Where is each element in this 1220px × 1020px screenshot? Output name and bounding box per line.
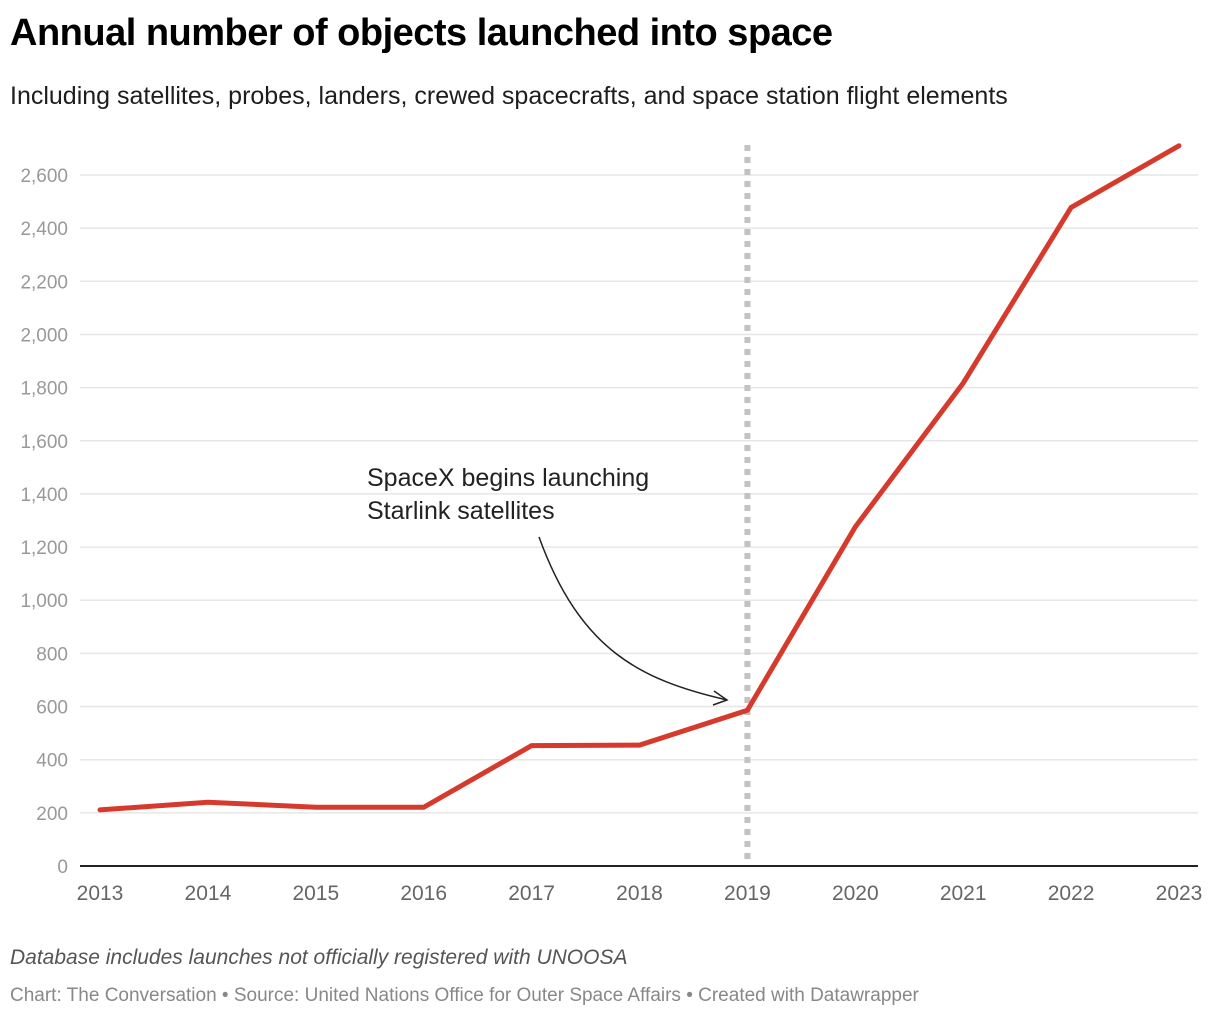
annotation-arrowhead	[712, 690, 729, 706]
y-tick-label: 2,600	[20, 166, 68, 187]
chart-note: Database includes launches not officiall…	[10, 946, 628, 969]
y-tick-label: 1,800	[20, 379, 68, 400]
x-tick-label: 2016	[400, 882, 447, 905]
x-axis-ticks: 2013 2014 2015 2016 2017 2018 2019 2020 2021 2022…	[77, 882, 1203, 905]
y-tick-label: 2,200	[20, 272, 68, 293]
y-tick-label: 1,400	[20, 485, 68, 506]
annotation-group: SpaceX begins launching Starlink satelli…	[367, 464, 729, 706]
chart-source: Chart: The Conversation • Source: United…	[10, 985, 919, 1006]
annotation-line-1: SpaceX begins launching	[367, 464, 649, 492]
x-tick-label: 2023	[1156, 882, 1203, 905]
y-tick-label: 400	[36, 751, 68, 772]
y-tick-label: 1,200	[20, 538, 68, 559]
y-tick-label: 0	[57, 857, 68, 878]
y-tick-label: 1,000	[20, 591, 68, 612]
series-group	[97, 143, 1182, 813]
x-tick-label: 2019	[724, 882, 771, 905]
y-tick-label: 2,000	[20, 325, 68, 346]
gridlines	[80, 174, 1198, 814]
x-tick-label: 2021	[940, 882, 987, 905]
x-tick-label: 2015	[292, 882, 339, 905]
y-tick-label: 800	[36, 644, 68, 665]
y-axis-ticks: 0 200 400 600 800 1,000 1,200 1,400 1,600 1,800 2,…	[20, 166, 68, 878]
y-tick-label: 600	[36, 698, 68, 719]
y-tick-label: 1,600	[20, 432, 68, 453]
y-tick-label: 2,400	[20, 219, 68, 240]
annotation-arrow	[538, 536, 728, 701]
chart-title: Annual number of objects launched into s…	[10, 12, 833, 54]
x-tick-label: 2013	[77, 882, 124, 905]
x-tick-label: 2022	[1048, 882, 1095, 905]
y-tick-label: 200	[36, 804, 68, 825]
x-tick-label: 2014	[185, 882, 232, 905]
x-tick-label: 2017	[508, 882, 555, 905]
chart-subtitle: Including satellites, probes, landers, c…	[10, 82, 1008, 110]
x-tick-label: 2018	[616, 882, 663, 905]
x-tick-label: 2020	[832, 882, 879, 905]
annotation-line-2: Starlink satellites	[367, 497, 555, 525]
